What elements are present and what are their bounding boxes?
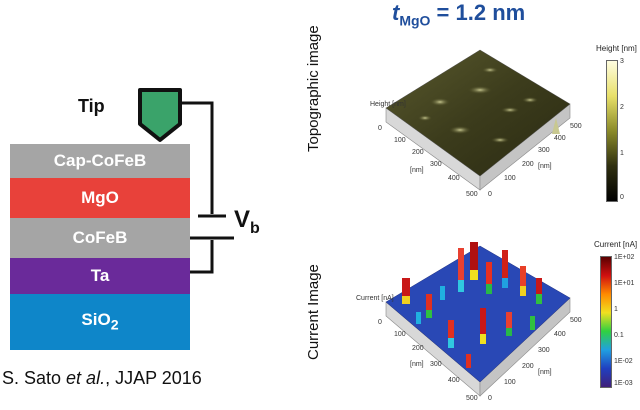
topographic-x-tick: 0 <box>378 125 382 132</box>
topographic-x-tick: 200 <box>412 149 424 156</box>
topographic-x-axis-label: [nm] <box>410 167 424 174</box>
current-colorbar <box>600 256 612 388</box>
circuit-wire-top <box>180 101 214 214</box>
topographic-y-ticks: 0 100 200 300 400 500 <box>488 123 582 198</box>
current-x-tick: 200 <box>412 345 424 352</box>
thickness-title: tMgO = 1.2 nm <box>392 0 526 29</box>
current-y-tick: 100 <box>504 379 516 386</box>
layer-mgo: MgO <box>10 178 190 218</box>
current-y-tick: 200 <box>522 363 534 370</box>
current-x-ticks: 0 100 200 300 400 500 <box>378 319 478 402</box>
current-y-ticks: 0 100 200 300 400 500 <box>488 317 582 402</box>
topographic-z-label: Height [nm] <box>370 101 406 108</box>
topographic-side-label: Topographic image <box>305 25 322 152</box>
bias-voltage-label: Vb <box>234 206 260 237</box>
current-colorbar-tick: 1 <box>614 306 618 313</box>
topographic-texture <box>418 67 538 143</box>
current-x-tick: 0 <box>378 319 382 326</box>
layer-sio2: SiO2 <box>10 294 190 350</box>
topographic-y-tick: 500 <box>570 123 582 130</box>
topographic-y-tick: 0 <box>488 191 492 198</box>
tip-label: Tip <box>78 96 105 116</box>
topographic-colorbar-title: Height [nm] <box>596 44 637 53</box>
topographic-colorbar-tick: 0 <box>620 194 624 201</box>
layer-cofeb: CoFeB <box>10 218 190 258</box>
current-colorbar-title: Current [nA] <box>594 240 638 249</box>
topographic-surface <box>385 49 571 177</box>
current-y-axis-label: [nm] <box>538 369 552 376</box>
current-x-tick: 400 <box>448 377 460 384</box>
topographic-x-tick: 500 <box>466 191 478 198</box>
current-x-tick: 500 <box>466 395 478 402</box>
layer-mgo-label: MgO <box>81 188 119 207</box>
layer-ta-label: Ta <box>90 266 110 285</box>
topographic-colorbar-tick: 1 <box>620 150 624 157</box>
topographic-x-ticks: 0 100 200 300 400 500 <box>378 125 478 198</box>
topographic-surface-plot: [nm] [nm] 0 100 200 300 400 500 0 100 20… <box>370 49 582 198</box>
citation: S. Sato et al., JJAP 2016 <box>2 368 202 388</box>
layer-ta: Ta <box>10 258 190 294</box>
current-colorbar-tick: 0.1 <box>614 332 624 339</box>
current-colorbar-tick: 1E-03 <box>614 380 633 387</box>
current-y-tick: 500 <box>570 317 582 324</box>
current-y-tick: 300 <box>538 347 550 354</box>
topographic-y-axis-label: [nm] <box>538 163 552 170</box>
current-y-tick: 0 <box>488 395 492 402</box>
circuit-wire-bottom <box>190 240 214 274</box>
current-x-axis-label: [nm] <box>410 361 424 368</box>
current-colorbar-tick: 1E+02 <box>614 254 635 261</box>
topographic-x-tick: 100 <box>394 137 406 144</box>
topographic-y-tick: 300 <box>538 147 550 154</box>
current-x-tick: 100 <box>394 331 406 338</box>
topographic-colorbar-tick: 2 <box>620 104 624 111</box>
topographic-x-tick: 300 <box>430 161 442 168</box>
circuit-diagram <box>138 88 234 274</box>
current-y-tick: 400 <box>554 331 566 338</box>
topographic-colorbar <box>606 60 618 202</box>
current-surface-plot: [nm] [nm] 0 100 200 300 400 500 0 100 20… <box>356 242 582 402</box>
current-side-label: Current Image <box>305 264 322 360</box>
current-z-label: Current [nA] <box>356 295 394 302</box>
current-spikes <box>402 242 542 368</box>
topographic-colorbar-tick: 3 <box>620 58 624 65</box>
current-colorbar-tick: 1E-02 <box>614 358 633 365</box>
layer-cap-cofeb: Cap-CoFeB <box>10 144 190 178</box>
topographic-x-tick: 400 <box>448 175 460 182</box>
topographic-y-tick: 100 <box>504 175 516 182</box>
topographic-y-tick: 400 <box>554 135 566 142</box>
topographic-y-tick: 200 <box>522 161 534 168</box>
topographic-peak <box>552 118 560 134</box>
layer-sio2-label: SiO2 <box>81 310 119 334</box>
current-colorbar-tick: 1E+01 <box>614 280 635 287</box>
tip-icon <box>138 88 182 142</box>
current-x-tick: 300 <box>430 361 442 368</box>
layer-cap-cofeb-label: Cap-CoFeB <box>53 151 147 170</box>
layer-cofeb-label: CoFeB <box>72 228 128 247</box>
